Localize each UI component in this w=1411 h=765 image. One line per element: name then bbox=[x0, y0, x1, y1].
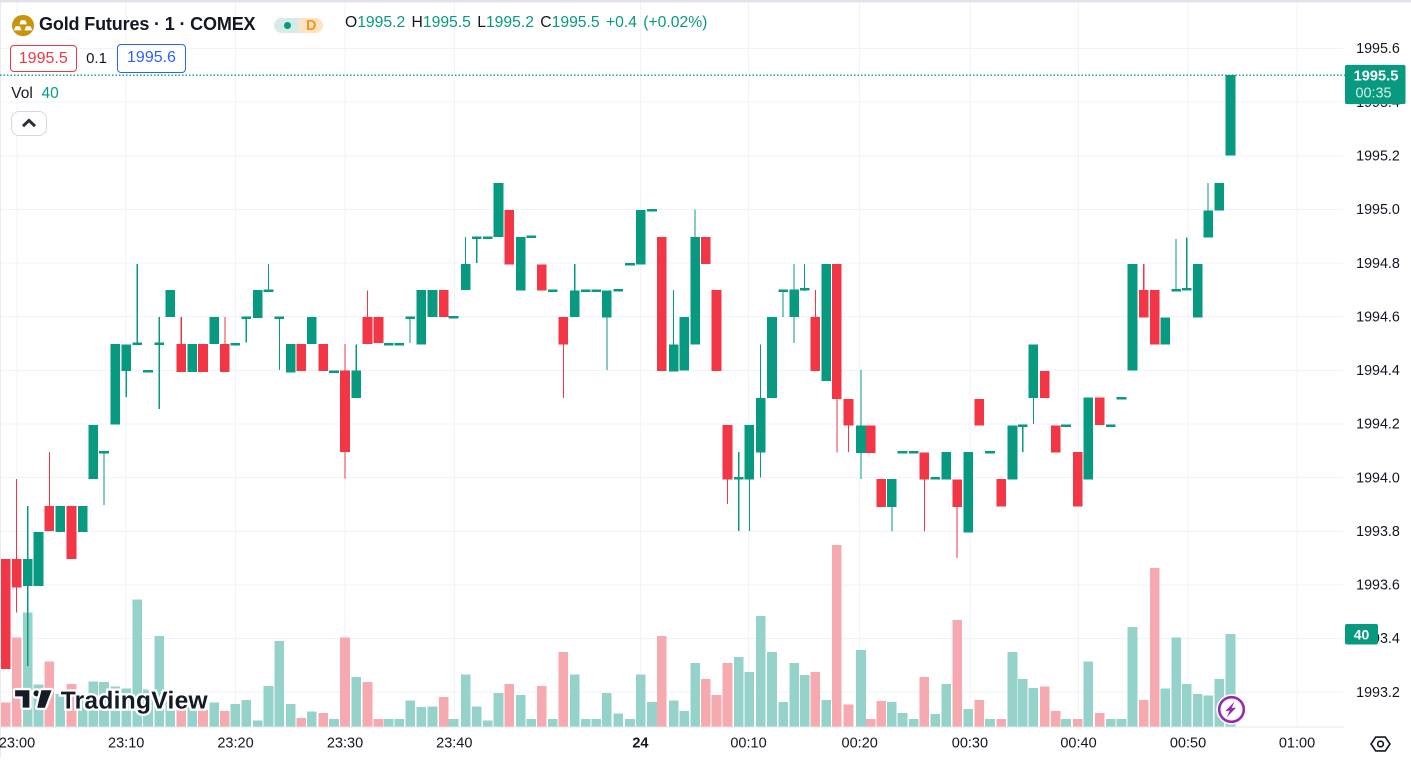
svg-text:1995.0: 1995.0 bbox=[1356, 202, 1400, 218]
svg-text:00:35: 00:35 bbox=[1355, 86, 1391, 102]
svg-text:40: 40 bbox=[1354, 627, 1370, 643]
svg-text:1994.0: 1994.0 bbox=[1356, 470, 1400, 486]
svg-text:00:50: 00:50 bbox=[1170, 736, 1206, 752]
svg-text:1995.2: 1995.2 bbox=[1356, 149, 1400, 165]
svg-text:00:20: 00:20 bbox=[842, 736, 878, 752]
svg-text:00:40: 00:40 bbox=[1060, 736, 1096, 752]
svg-text:00:10: 00:10 bbox=[730, 736, 766, 752]
svg-text:23:10: 23:10 bbox=[108, 736, 144, 752]
svg-text:1995.5: 1995.5 bbox=[1354, 69, 1399, 85]
svg-text:1994.8: 1994.8 bbox=[1356, 256, 1400, 272]
svg-text:TradingView: TradingView bbox=[61, 688, 209, 715]
svg-text:1995.6: 1995.6 bbox=[1356, 41, 1400, 57]
svg-text:00:30: 00:30 bbox=[952, 736, 988, 752]
svg-text:23:00: 23:00 bbox=[0, 736, 35, 752]
svg-text:1993.6: 1993.6 bbox=[1356, 578, 1400, 594]
svg-text:23:30: 23:30 bbox=[327, 736, 363, 752]
svg-text:01:00: 01:00 bbox=[1279, 736, 1315, 752]
svg-text:23:20: 23:20 bbox=[217, 736, 253, 752]
svg-text:1993.2: 1993.2 bbox=[1356, 685, 1400, 701]
svg-text:23:40: 23:40 bbox=[436, 736, 472, 752]
svg-text:1994.4: 1994.4 bbox=[1356, 363, 1400, 379]
svg-text:24: 24 bbox=[632, 736, 648, 752]
svg-text:1994.6: 1994.6 bbox=[1356, 309, 1400, 325]
svg-text:1994.2: 1994.2 bbox=[1356, 417, 1400, 433]
svg-text:1993.8: 1993.8 bbox=[1356, 524, 1400, 540]
